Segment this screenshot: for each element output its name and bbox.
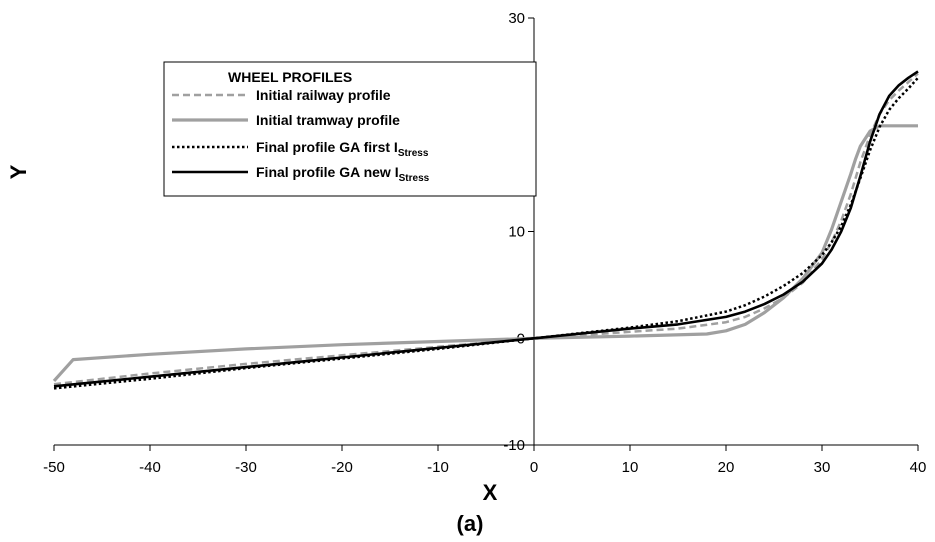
legend-label-4: Final profile GA new IStress	[256, 164, 430, 184]
y-axis-title: Y	[6, 164, 31, 179]
series-line-3	[53, 76, 919, 390]
y-tick-label: 10	[508, 224, 525, 241]
x-tick-label: -20	[331, 459, 353, 476]
series-line-2	[52, 124, 918, 382]
legend-entries: Initial railway profile Initial tramway p…	[172, 87, 430, 184]
legend-title: WHEEL PROFILES	[228, 69, 352, 85]
x-tick-label: -40	[139, 459, 161, 476]
legend-label-1: Initial railway profile	[256, 87, 391, 103]
legend: WHEEL PROFILES Initial railway profileIn…	[163, 61, 537, 197]
legend-label-2: Initial tramway profile	[256, 112, 400, 128]
legend-label-3: Final profile GA first IStress	[256, 139, 429, 159]
legend-box	[163, 61, 537, 197]
x-tick-label: 40	[910, 459, 927, 476]
y-tick-label: -10	[503, 437, 525, 454]
x-tick-label: -50	[43, 459, 65, 476]
x-axis-title: X	[483, 480, 498, 505]
x-tick-label: -10	[427, 459, 449, 476]
x-tick-label: 10	[622, 459, 639, 476]
figure-caption: (a)	[457, 511, 484, 536]
x-tick-label: 30	[814, 459, 831, 476]
x-tick-label: 0	[530, 459, 538, 476]
series-line-4	[53, 70, 919, 388]
series-layer	[52, 70, 919, 390]
x-tick-label: 20	[718, 459, 735, 476]
x-tick-label: -30	[235, 459, 257, 476]
y-tick-label: 30	[508, 10, 525, 27]
